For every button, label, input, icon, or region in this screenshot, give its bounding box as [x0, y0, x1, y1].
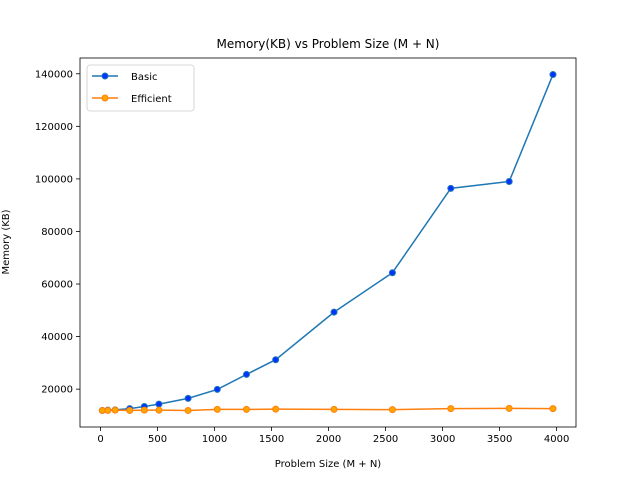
y-axis-label: Memory (KB): [1, 209, 12, 274]
data-point-efficient: [272, 405, 280, 413]
y-tick-label: 100000: [35, 174, 73, 185]
data-point-efficient: [155, 406, 163, 414]
x-tick-label: 1500: [259, 434, 284, 445]
y-tick-label: 40000: [41, 332, 73, 343]
series-layer: [98, 71, 557, 414]
data-point-efficient: [447, 405, 455, 413]
x-axis-label: Problem Size (M + N): [275, 459, 382, 470]
data-point-efficient: [126, 406, 134, 414]
legend-label: Basic: [131, 72, 157, 83]
y-tick-label: 80000: [41, 227, 73, 238]
data-point-efficient: [388, 406, 396, 414]
y-tick-label: 20000: [41, 385, 73, 396]
x-tick-label: 2000: [316, 434, 341, 445]
plot-area: [80, 58, 576, 427]
data-point-basic: [155, 400, 163, 408]
x-axis: 0 500 1000 1500 2000 2500 3000 3500 4000: [97, 427, 569, 445]
plot-frame: [79, 57, 577, 428]
y-tick-label: 120000: [35, 122, 73, 133]
data-point-basic: [272, 356, 280, 364]
x-tick-label: 3000: [430, 434, 455, 445]
legend-marker: [101, 94, 109, 102]
x-tick-label: 2500: [373, 434, 398, 445]
data-point-efficient: [330, 405, 338, 413]
x-tick-label: 500: [148, 434, 167, 445]
data-point-basic: [388, 269, 396, 277]
data-point-basic: [505, 178, 513, 186]
data-point-efficient: [213, 405, 221, 413]
data-point-efficient: [505, 404, 513, 412]
data-point-efficient: [549, 405, 557, 413]
data-point-basic: [213, 385, 221, 393]
legend: Basic Efficient: [86, 64, 195, 112]
y-axis: 20000 40000 60000 80000 100000 120000 140000: [35, 69, 80, 396]
x-tick-label: 4000: [544, 434, 569, 445]
data-point-efficient: [111, 406, 119, 414]
legend-label: Efficient: [131, 94, 172, 105]
data-point-efficient: [140, 406, 148, 414]
data-point-basic: [184, 394, 192, 402]
data-point-basic: [242, 370, 250, 378]
data-point-basic: [330, 308, 338, 316]
y-tick-label: 140000: [35, 69, 73, 80]
data-point-efficient: [184, 406, 192, 414]
data-point-basic: [447, 184, 455, 192]
chart-title: Memory(KB) vs Problem Size (M + N): [217, 37, 440, 51]
data-point-efficient: [104, 406, 112, 414]
x-tick-label: 0: [97, 434, 103, 445]
data-point-basic: [549, 71, 557, 79]
y-tick-label: 60000: [41, 280, 73, 291]
x-tick-label: 3500: [487, 434, 512, 445]
x-tick-label: 1000: [202, 434, 227, 445]
legend-marker: [101, 72, 109, 80]
data-point-efficient: [242, 405, 250, 413]
